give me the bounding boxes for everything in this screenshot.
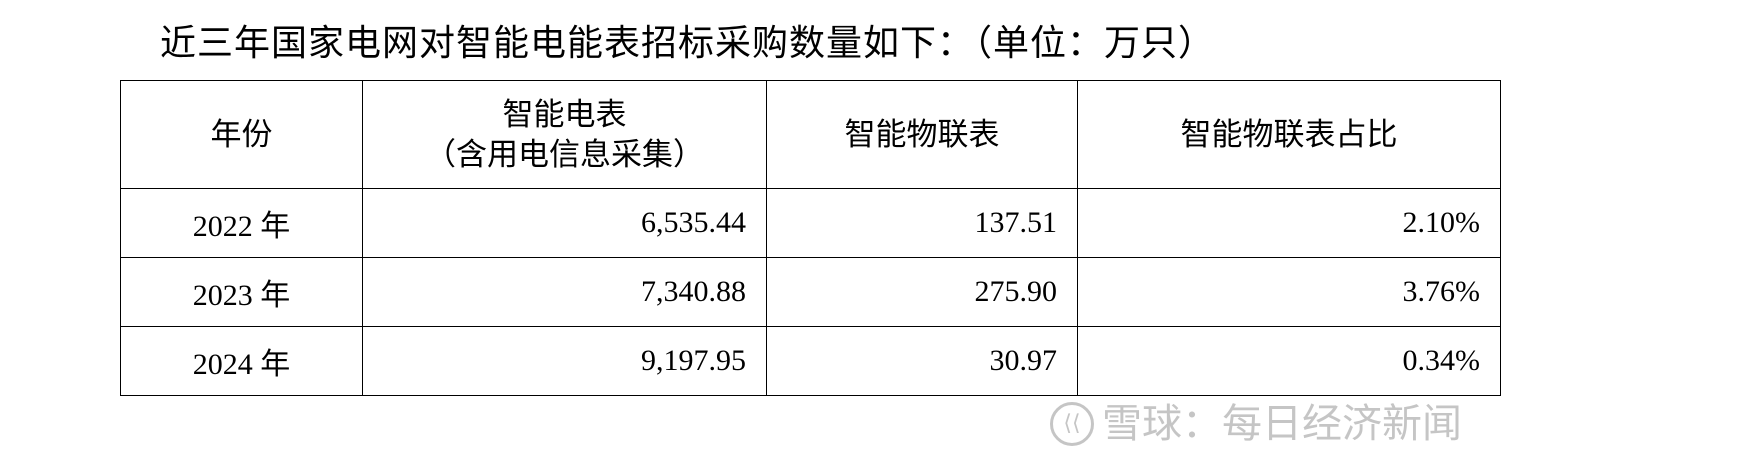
cell-smart-meter: 6,535.44 [362, 188, 767, 258]
table-row: 2022 年 6,535.44 137.51 2.10% [120, 188, 1501, 258]
table-row: 2024 年 9,197.95 30.97 0.34% [120, 326, 1501, 396]
cell-iot-meter: 275.90 [766, 257, 1078, 327]
cell-smart-meter: 9,197.95 [362, 326, 767, 396]
cell-iot-meter: 30.97 [766, 326, 1078, 396]
watermark: ⟨⟨ 雪球：每日经济新闻 [1050, 401, 1462, 447]
table-header-row: 年份 智能电表 （含用电信息采集） 智能物联表 智能物联表占比 [120, 80, 1501, 189]
cell-iot-share: 3.76% [1077, 257, 1501, 327]
cell-year: 2024 年 [120, 326, 363, 396]
cell-smart-meter: 7,340.88 [362, 257, 767, 327]
header-year: 年份 [120, 80, 363, 189]
watermark-text: 雪球：每日经济新闻 [1102, 401, 1462, 447]
header-smart-meter: 智能电表 （含用电信息采集） [362, 80, 767, 189]
cell-iot-share: 2.10% [1077, 188, 1501, 258]
header-smart-meter-line1: 智能电表 [502, 96, 627, 133]
procurement-table: 年份 智能电表 （含用电信息采集） 智能物联表 智能物联表占比 2022 年 6,… [120, 80, 1501, 396]
header-iot-share: 智能物联表占比 [1077, 80, 1501, 189]
cell-year: 2022 年 [120, 188, 363, 258]
header-smart-meter-line2: （含用电信息采集） [425, 136, 704, 173]
cell-year: 2023 年 [120, 257, 363, 327]
document-title: 近三年国家电网对智能电能表招标采购数量如下：（单位：万只） [160, 23, 1216, 64]
header-iot-meter: 智能物联表 [766, 80, 1078, 189]
cell-iot-meter: 137.51 [766, 188, 1078, 258]
cell-iot-share: 0.34% [1077, 326, 1501, 396]
snowball-logo-icon: ⟨⟨ [1050, 402, 1094, 446]
table-row: 2023 年 7,340.88 275.90 3.76% [120, 257, 1501, 327]
